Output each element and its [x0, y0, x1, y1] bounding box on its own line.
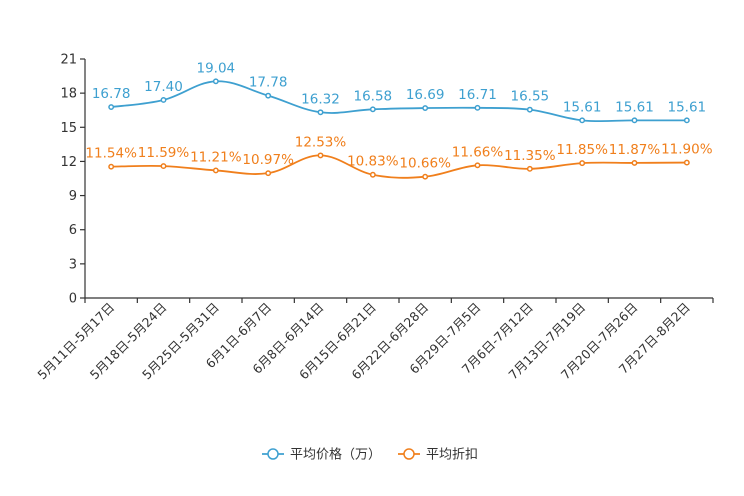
data-label: 11.90% — [661, 142, 713, 158]
y-tick-label: 18 — [60, 87, 77, 102]
data-point — [631, 117, 638, 124]
series-line — [111, 80, 687, 123]
legend: 平均价格（万） 平均折扣 — [262, 447, 478, 463]
data-point — [108, 104, 115, 110]
data-label: 17.78 — [249, 75, 288, 91]
data-point — [369, 171, 376, 178]
data-point — [474, 162, 481, 169]
data-label: 16.78 — [92, 86, 131, 102]
series-layer: 16.78 17.40 19.04 17.78 16.32 16.58 16.69 16.71… — [85, 60, 713, 180]
data-point — [317, 109, 324, 116]
legend-label: 平均价格（万） — [290, 447, 381, 463]
data-point — [631, 159, 638, 166]
data-label: 15.61 — [615, 99, 654, 115]
data-label: 15.61 — [563, 99, 602, 115]
data-label: 11.54% — [85, 146, 137, 162]
data-label: 11.85% — [556, 142, 608, 158]
data-label: 11.87% — [609, 142, 661, 158]
data-label: 16.69 — [406, 87, 445, 103]
data-point — [160, 163, 167, 170]
data-point — [526, 165, 533, 172]
legend-marker — [403, 448, 415, 460]
data-label: 10.66% — [399, 156, 451, 172]
data-point — [369, 106, 376, 113]
data-point — [212, 167, 219, 174]
x-axis: 5月11日-5月17日5月18日-5月24日5月25日-5月31日6月1日-6月… — [34, 297, 714, 382]
series-1: 16.78 17.40 19.04 17.78 16.32 16.58 16.69 16.71… — [92, 60, 707, 124]
y-tick-label: 3 — [69, 257, 77, 272]
data-label: 16.58 — [354, 88, 393, 104]
data-point — [683, 159, 690, 166]
legend-item-1[interactable]: 平均价格（万） — [262, 447, 381, 463]
data-point — [579, 160, 586, 167]
y-tick-label: 21 — [60, 53, 77, 68]
legend-item-2[interactable]: 平均折扣 — [398, 448, 478, 463]
data-label: 11.66% — [452, 144, 504, 160]
data-point — [526, 106, 533, 113]
data-label: 16.55 — [511, 89, 550, 105]
data-label: 11.21% — [190, 149, 242, 165]
data-point — [422, 105, 429, 112]
data-point — [474, 104, 481, 111]
legend-marker — [267, 448, 279, 460]
y-tick-label: 12 — [60, 155, 77, 170]
data-label: 17.40 — [144, 79, 183, 95]
data-label: 16.32 — [301, 91, 340, 107]
data-label: 10.97% — [242, 152, 294, 168]
data-point — [108, 163, 115, 170]
series-line — [111, 154, 687, 179]
data-label: 12.53% — [295, 134, 347, 150]
data-label: 11.35% — [504, 148, 556, 164]
y-tick-label: 0 — [69, 292, 77, 307]
data-point — [265, 92, 272, 99]
series-2: 11.54% 11.59% 11.21% 10.97%12.53%10.83% 10.6… — [85, 134, 713, 180]
data-label: 11.59% — [138, 145, 190, 161]
y-tick-label: 6 — [69, 223, 77, 238]
legend-label: 平均折扣 — [426, 448, 478, 463]
data-point — [160, 97, 167, 103]
y-tick-label: 15 — [60, 121, 77, 136]
data-point — [683, 117, 690, 124]
data-point — [422, 173, 429, 180]
data-label: 16.71 — [458, 87, 497, 103]
data-point — [265, 170, 272, 177]
y-tick-label: 9 — [69, 189, 77, 204]
data-point — [579, 117, 586, 124]
data-point — [212, 78, 219, 85]
data-label: 10.83% — [347, 154, 399, 170]
data-label: 15.61 — [668, 99, 707, 115]
y-axis: 0 3 6 9 12 15 18 21 — [60, 53, 86, 307]
data-label: 19.04 — [197, 60, 236, 76]
data-point — [317, 152, 324, 159]
